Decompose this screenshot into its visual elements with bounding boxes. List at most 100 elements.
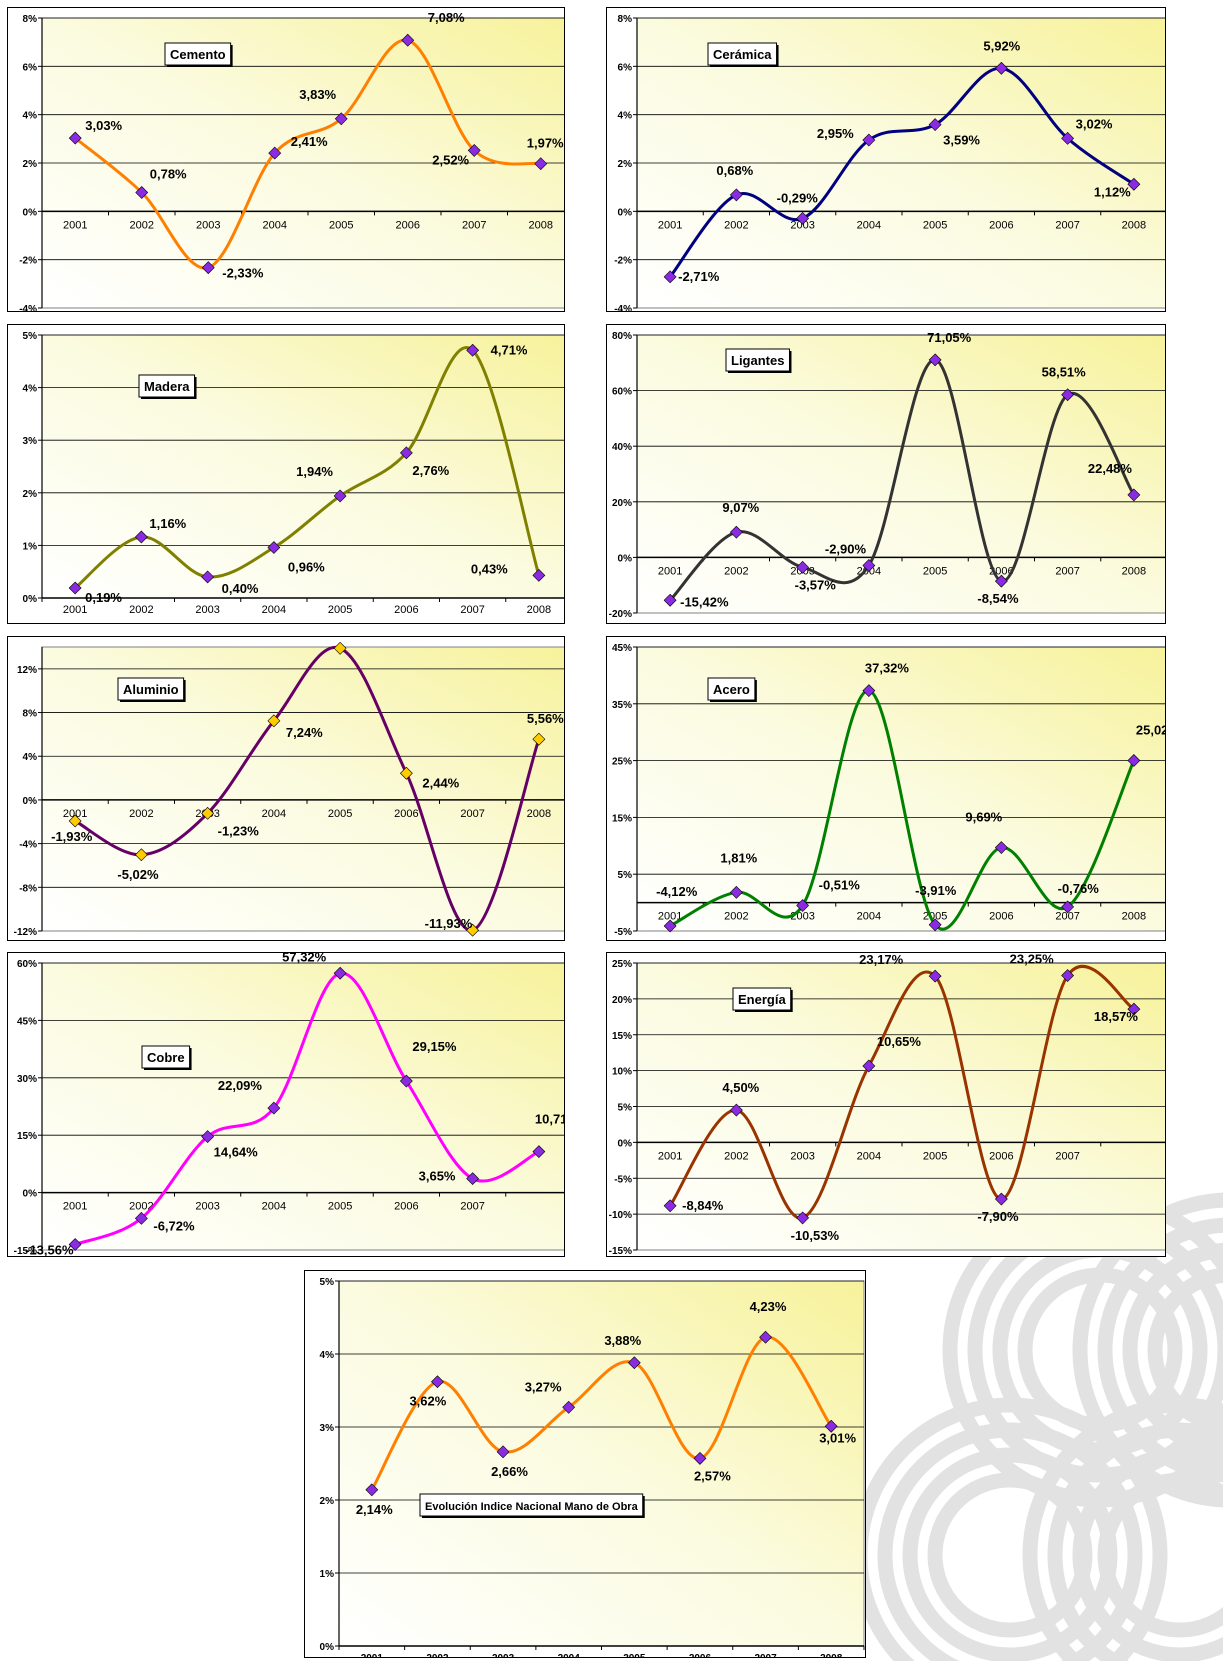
- data-point: [1127, 177, 1141, 191]
- data-label: -4,12%: [656, 884, 698, 899]
- data-label: 10,71%: [535, 1112, 564, 1127]
- y-tick-label: 12%: [17, 665, 37, 676]
- x-tick-label: 2003: [195, 1201, 219, 1213]
- data-point: [862, 684, 876, 698]
- data-point: [928, 118, 942, 131]
- y-tick-label: 1%: [320, 1569, 335, 1580]
- x-tick-label: 2008: [1122, 565, 1146, 577]
- y-tick-label: 4%: [23, 111, 38, 122]
- data-label: -5,02%: [117, 867, 159, 882]
- chart-title-box: [725, 348, 790, 372]
- data-point: [663, 593, 677, 607]
- data-label: 4,50%: [722, 1080, 759, 1095]
- chart-svg: -12%-8%-4%0%4%8%12%200120022003200420052…: [14, 641, 564, 938]
- x-tick-label: 2003: [790, 1150, 814, 1162]
- chart-title: Ligantes: [731, 353, 784, 368]
- y-tick-label: 3%: [23, 436, 38, 447]
- y-tick-label: -4%: [19, 840, 37, 851]
- x-tick-label: 2006: [989, 1150, 1013, 1162]
- data-label: 0,19%: [85, 590, 122, 605]
- data-point: [532, 1145, 546, 1159]
- x-tick-label: 2007: [1055, 219, 1079, 231]
- data-label: 25,02%: [1136, 722, 1165, 737]
- x-tick-label: 2007: [1055, 565, 1079, 577]
- data-label: 22,48%: [1088, 461, 1133, 476]
- x-tick-label: 2007: [1055, 1150, 1079, 1162]
- chart-panel: -15% -10% -5% 0% 5% 10% 15% 20% 25% 2001 2002 2003 2…: [606, 952, 1166, 1257]
- chart-title: Evolución Indice Nacional Mano de Obra: [425, 1501, 639, 1513]
- chart-title: Cerámica: [713, 47, 772, 62]
- data-point: [201, 806, 215, 820]
- x-tick-label: 2004: [263, 219, 287, 231]
- plot-area: [41, 962, 564, 1251]
- chart-title: Energía: [738, 992, 786, 1007]
- y-tick-label: 2%: [23, 489, 38, 500]
- data-label: 2,95%: [817, 126, 854, 141]
- data-label: 3,59%: [943, 133, 980, 148]
- x-tick-label: 2006: [689, 1653, 712, 1657]
- data-label: 5,56%: [527, 711, 564, 726]
- data-point: [1061, 131, 1075, 145]
- y-tick-label: 1%: [23, 541, 38, 552]
- chart-panel: -20%0%20%40%60%80%2001200220032004200520…: [606, 324, 1166, 624]
- x-tick-label: 2007: [460, 604, 484, 616]
- x-tick-label: 2005: [923, 219, 947, 231]
- plot-area: [636, 334, 1165, 614]
- chart-title-box: [117, 677, 185, 701]
- data-label: 0,40%: [222, 581, 259, 596]
- x-tick-label: 2005: [923, 565, 947, 577]
- data-label: 23,17%: [859, 953, 904, 967]
- data-point: [1061, 900, 1075, 914]
- y-tick-label: 30%: [17, 1074, 37, 1085]
- data-label: 57,32%: [282, 953, 327, 964]
- chart-title: Acero: [713, 682, 750, 697]
- y-tick-label: -12%: [14, 927, 37, 938]
- data-label: -11,93%: [425, 916, 473, 931]
- data-label: 0,68%: [716, 163, 753, 178]
- y-tick-label: -2%: [614, 256, 632, 267]
- chart-svg: 0% 1% 2% 3% 4% 5% 2001 2002 2003 2004 2005 2006 2007…: [23, 331, 564, 616]
- series-line: [669, 689, 1136, 931]
- data-point: [532, 732, 546, 746]
- data-point: [693, 1451, 707, 1465]
- data-label: 10,65%: [877, 1034, 922, 1049]
- data-point: [1127, 754, 1141, 767]
- data-point: [267, 1101, 281, 1115]
- data-label: -2,90%: [825, 541, 867, 556]
- data-point: [399, 766, 413, 780]
- data-point: [1127, 1002, 1141, 1016]
- y-tick-label: -5%: [614, 1174, 632, 1185]
- x-tick-label: 2004: [857, 1150, 881, 1162]
- data-point: [663, 1199, 677, 1213]
- x-tick-label: 2006: [989, 911, 1013, 923]
- chart-svg: -4% -2% 0% 2% 4% 6% 8% 2001 2002 2003 2004 2005 2006…: [19, 10, 564, 311]
- y-tick-label: 8%: [618, 14, 633, 25]
- x-tick-label: 2004: [558, 1653, 581, 1657]
- chart-panel: -15% 0% 15% 30% 45% 60% 2001 2002 2003 2004 2005 20…: [7, 952, 565, 1257]
- data-point: [994, 841, 1008, 854]
- y-tick-label: 4%: [320, 1350, 335, 1361]
- x-tick-label: 2004: [262, 1201, 286, 1213]
- y-tick-label: 45%: [17, 1016, 37, 1027]
- data-label: 9,07%: [722, 500, 759, 515]
- chart-title: Cemento: [170, 47, 226, 62]
- y-tick-label: 4%: [23, 752, 38, 763]
- y-tick-label: -8%: [19, 883, 37, 894]
- x-tick-label: 2004: [262, 604, 286, 616]
- y-tick-label: 25%: [612, 959, 632, 970]
- data-label: 3,03%: [85, 118, 122, 133]
- data-point: [796, 211, 810, 225]
- x-tick-label: 2008: [1122, 911, 1146, 923]
- chart-title-box: [732, 987, 792, 1011]
- data-point: [333, 641, 347, 655]
- y-tick-label: 15%: [612, 1031, 632, 1042]
- y-tick-label: -15%: [609, 1246, 632, 1256]
- y-tick-label: 0%: [320, 1642, 335, 1653]
- data-label: 22,09%: [218, 1078, 263, 1093]
- y-tick-label: 20%: [612, 498, 632, 509]
- y-tick-label: 8%: [23, 709, 38, 720]
- x-tick-label: 2003: [790, 219, 814, 231]
- y-tick-label: 15%: [17, 1131, 37, 1142]
- y-tick-label: 8%: [23, 14, 38, 25]
- x-tick-label: 2008: [820, 1653, 843, 1657]
